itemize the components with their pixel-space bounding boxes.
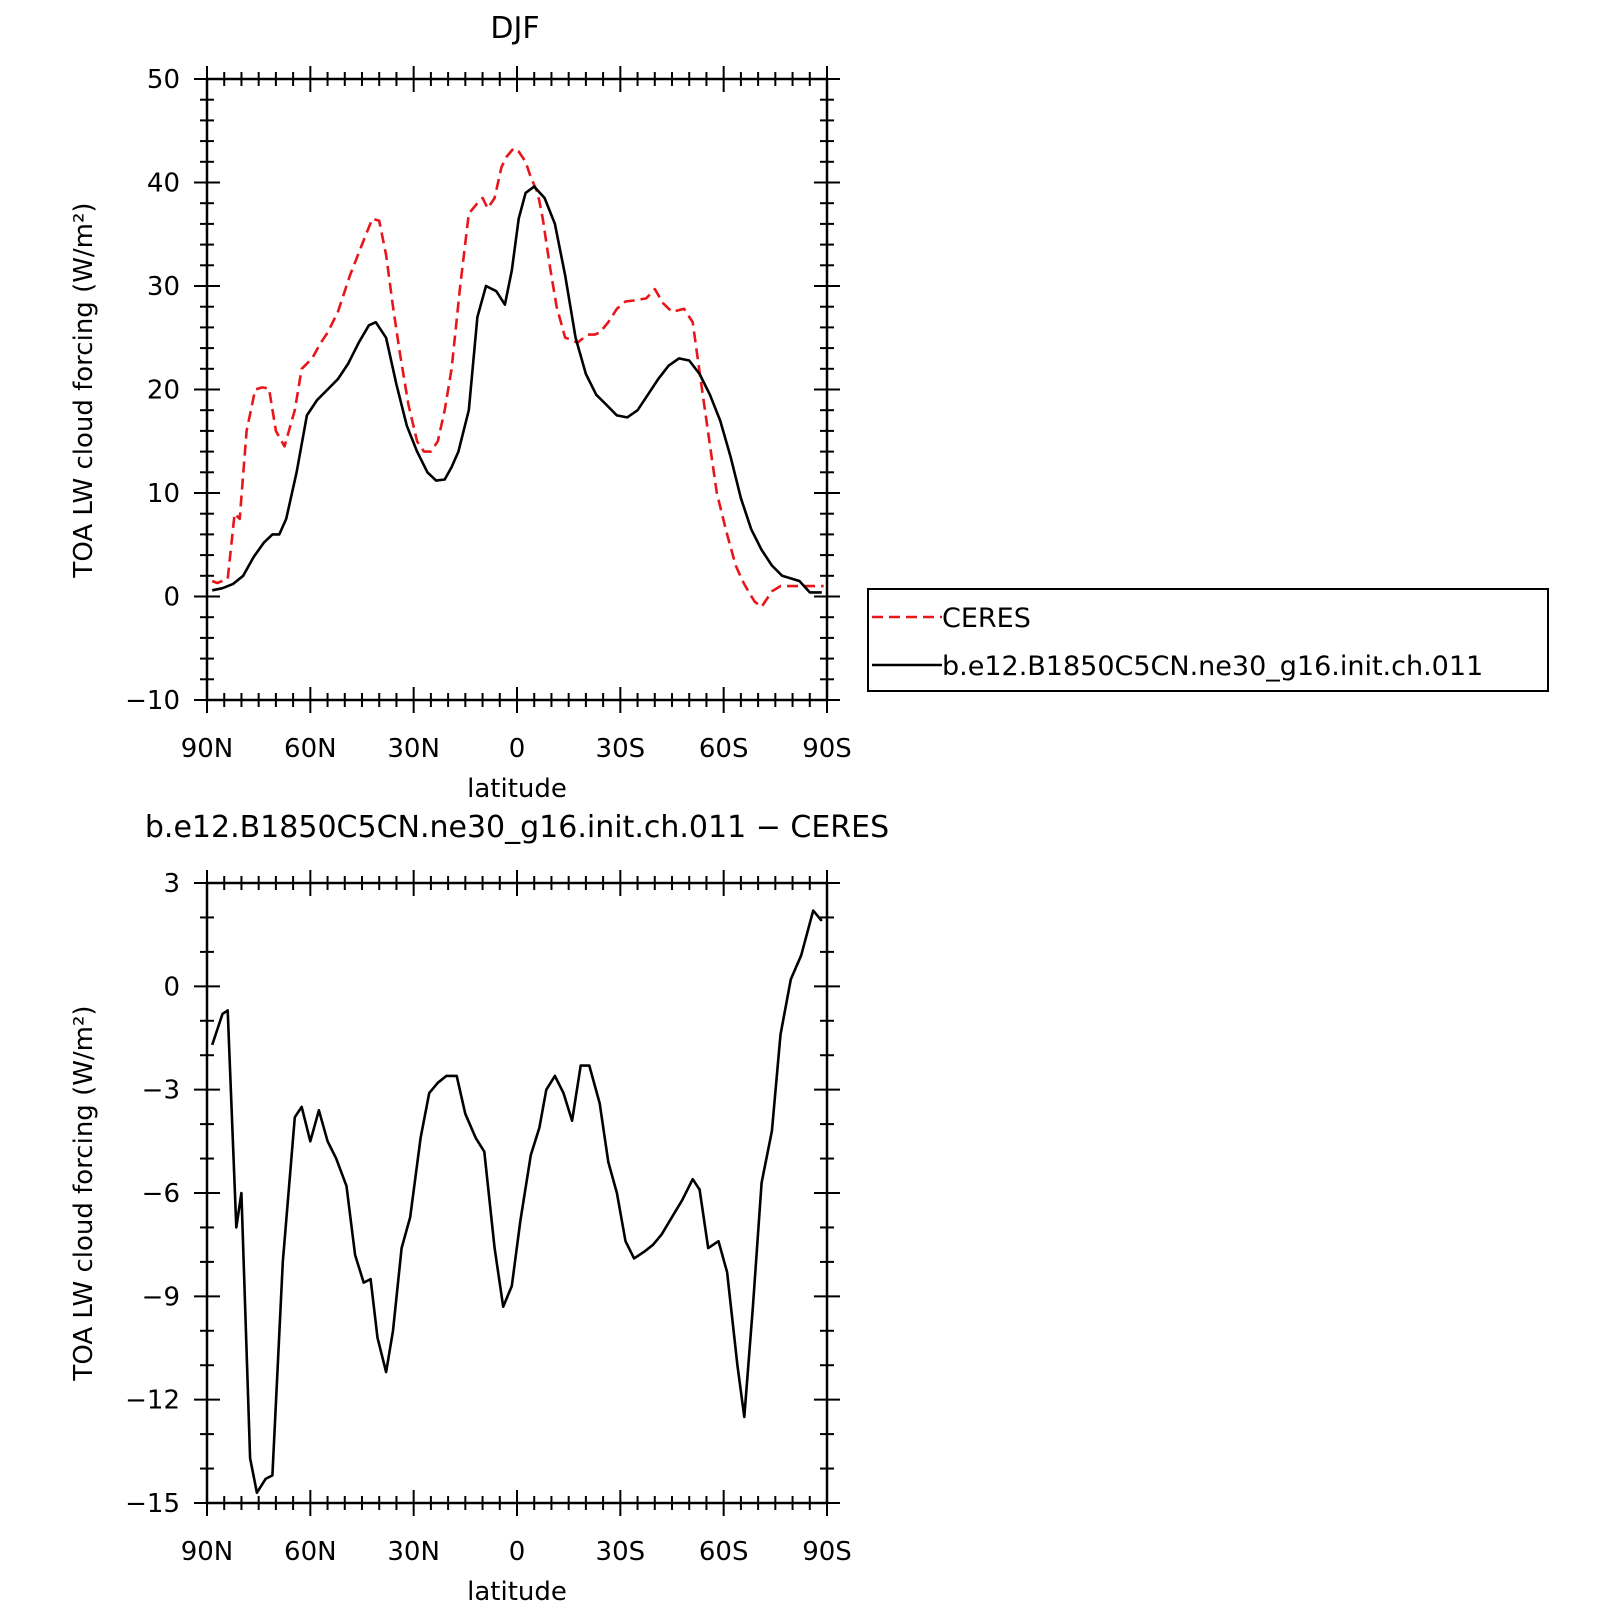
top-panel-ticks: 90N 60N 30N 0 30S 60S 90S −10 0 10 20 30 40 50 xyxy=(125,65,852,764)
bottom-panel-title: b.e12.B1850C5CN.ne30_g16.init.ch.011 − C… xyxy=(145,810,889,845)
x-tick-label: 0 xyxy=(509,1537,526,1567)
y-tick-label: −9 xyxy=(142,1282,180,1312)
top-panel-xlabel: latitude xyxy=(467,774,567,804)
top-series-ceres-line xyxy=(211,147,824,609)
legend: CERES b.e12.B1850C5CN.ne30_g16.init.ch.0… xyxy=(867,588,1549,692)
x-tick-label: 60N xyxy=(284,1537,337,1567)
x-tick-label: 60N xyxy=(284,734,337,764)
y-tick-label: 20 xyxy=(147,376,180,406)
top-series-model-line xyxy=(211,185,822,594)
bottom-panel-ylabel: TOA LW cloud forcing (W/m²) xyxy=(69,1005,99,1381)
x-tick-label: 90S xyxy=(802,734,852,764)
x-tick-label: 0 xyxy=(509,734,526,764)
top-panel-series xyxy=(211,147,824,609)
top-panel-frame xyxy=(205,77,829,702)
y-tick-label: 3 xyxy=(163,869,180,899)
bottom-series-model-line xyxy=(210,909,823,1494)
top-panel-title: DJF xyxy=(490,11,539,46)
x-tick-label: 60S xyxy=(699,1537,749,1567)
x-tick-label: 60S xyxy=(699,734,749,764)
y-tick-label: 10 xyxy=(147,479,180,509)
bottom-panel-series xyxy=(210,909,823,1494)
top-panel-ylabel: TOA LW cloud forcing (W/m²) xyxy=(69,202,99,578)
y-tick-label: −6 xyxy=(142,1179,180,1209)
bottom-panel-ticks: 90N 60N 30N 0 30S 60S 90S −15 −12 −9 −6 −3 0 3 xyxy=(125,869,852,1567)
x-tick-label: 90S xyxy=(802,1537,852,1567)
legend-label-model: b.e12.B1850C5CN.ne30_g16.init.ch.011 xyxy=(942,651,1483,682)
bottom-panel: b.e12.B1850C5CN.ne30_g16.init.ch.011 − C… xyxy=(69,810,889,1607)
top-panel: DJF 90N 60N 30N 0 30S 60S 90S −10 0 10 20 30 40 50 la… xyxy=(69,11,852,804)
y-tick-label: −3 xyxy=(142,1076,180,1106)
y-tick-label: 0 xyxy=(163,972,180,1002)
y-tick-label: −15 xyxy=(125,1489,180,1519)
legend-box xyxy=(867,588,1549,692)
bottom-panel-frame xyxy=(205,881,829,1505)
y-tick-label: 40 xyxy=(147,169,180,199)
y-tick-label: 30 xyxy=(147,272,180,302)
y-tick-label: 0 xyxy=(163,583,180,613)
x-tick-label: 90N xyxy=(181,1537,234,1567)
x-tick-label: 30S xyxy=(596,1537,646,1567)
y-tick-label: 50 xyxy=(147,65,180,95)
x-tick-label: 30N xyxy=(387,1537,440,1567)
bottom-panel-xlabel: latitude xyxy=(467,1577,567,1607)
y-tick-label: −10 xyxy=(125,686,180,716)
x-tick-label: 30S xyxy=(596,734,646,764)
x-tick-label: 90N xyxy=(181,734,234,764)
x-tick-label: 30N xyxy=(387,734,440,764)
y-tick-label: −12 xyxy=(125,1386,180,1416)
legend-label-ceres: CERES xyxy=(942,603,1031,634)
